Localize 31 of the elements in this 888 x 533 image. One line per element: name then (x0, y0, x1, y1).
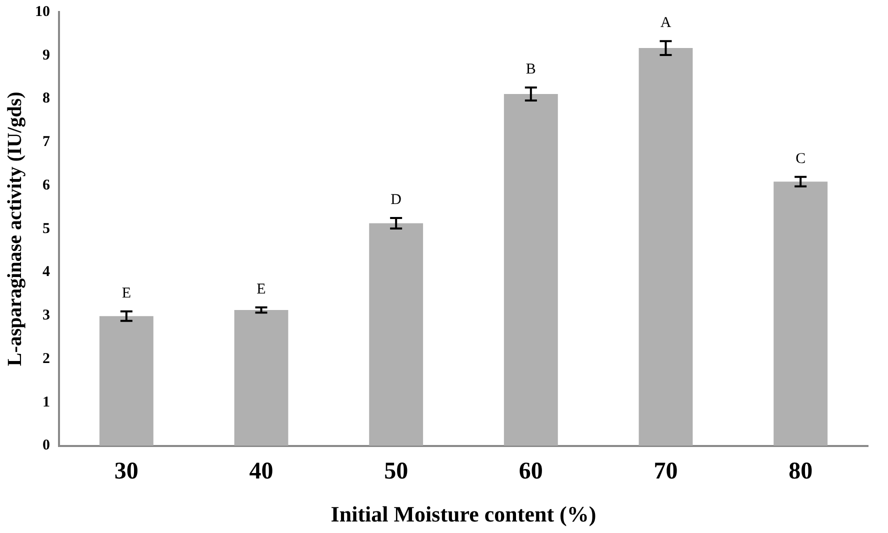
y-tick-label: 6 (42, 177, 50, 194)
y-tick-label: 8 (42, 90, 50, 107)
x-tick-label: 40 (249, 458, 274, 484)
y-tick-label: 7 (42, 134, 50, 150)
x-tick-label: 60 (518, 458, 543, 484)
y-tick-label: 0 (42, 438, 50, 454)
x-tick-label: 70 (654, 458, 678, 484)
bar (774, 182, 828, 446)
y-tick-label: 1 (42, 394, 50, 410)
annotation: E (122, 285, 132, 302)
x-tick-label: 50 (384, 458, 408, 484)
y-tick-label: 3 (42, 308, 50, 324)
x-tick-label: 30 (114, 458, 138, 484)
x-axis-title: Initial Moisture content (%) (330, 501, 596, 526)
bar (504, 94, 558, 446)
y-tick-label: 2 (42, 350, 50, 367)
annotation: E (256, 281, 266, 298)
y-tick-label: 10 (35, 4, 50, 20)
y-tick-label: 9 (42, 47, 50, 64)
x-tick-label: 80 (788, 458, 813, 484)
y-tick-label: 4 (42, 264, 50, 280)
bar (99, 316, 154, 446)
annotation: A (660, 15, 672, 31)
y-tick-label: 5 (42, 220, 50, 237)
annotation: C (796, 150, 806, 167)
bar (369, 223, 424, 446)
y-axis-title: L-asparaginase activity (IU/gds) (4, 92, 26, 366)
bar (234, 310, 288, 446)
annotation: D (390, 192, 402, 208)
annotation: B (526, 61, 536, 78)
bar (638, 48, 693, 446)
